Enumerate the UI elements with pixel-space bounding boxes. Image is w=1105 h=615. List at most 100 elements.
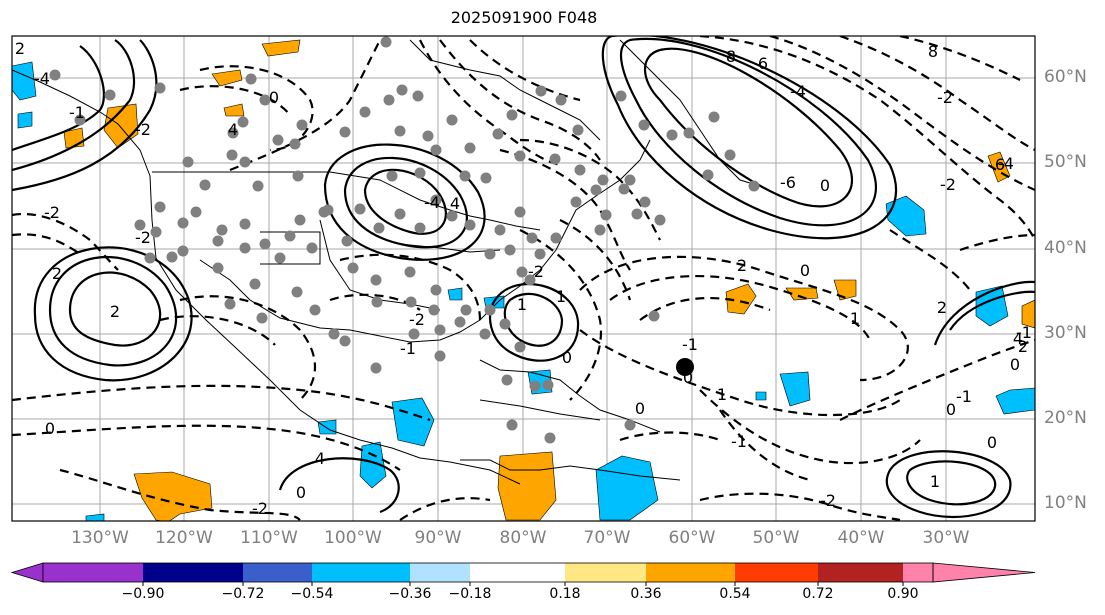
shaded-area — [885, 195, 927, 237]
colorbar-bin — [903, 563, 933, 582]
station-dot — [412, 90, 424, 102]
contour-label: 2 — [937, 298, 947, 317]
coastline — [479, 359, 661, 433]
shaded-area — [995, 387, 1035, 415]
station-dot — [190, 206, 202, 218]
contour-label: 8 — [928, 42, 938, 61]
contour-positive — [949, 290, 1035, 331]
contour-label: -4 — [34, 69, 50, 88]
contour-negative — [439, 39, 601, 161]
contour-label: -1 — [69, 103, 85, 122]
shaded-area — [725, 283, 757, 315]
shaded-area — [497, 451, 557, 521]
longitude-label: 90°W — [414, 528, 462, 548]
contour-label: 2 — [110, 302, 120, 321]
latitude-label: 40°N — [1044, 238, 1087, 258]
station-dot — [654, 214, 666, 226]
contour-negative — [519, 138, 661, 241]
station-dot — [454, 316, 466, 328]
station-dot — [237, 116, 249, 128]
colorbar-tick-label: −0.18 — [448, 586, 492, 602]
contour-positive — [12, 45, 105, 152]
contour-negative — [699, 492, 901, 521]
contour-label: 2 — [52, 264, 62, 283]
contour-negative — [769, 36, 1035, 192]
contour-positive — [363, 168, 447, 235]
contour-label: -1 — [682, 335, 698, 354]
latitude-label: 20°N — [1044, 408, 1087, 428]
contour-label: 4 — [1013, 329, 1023, 348]
contour-negative — [12, 212, 119, 271]
shaded-area — [211, 69, 243, 87]
station-dot — [154, 82, 166, 94]
station-dot — [748, 180, 760, 192]
latitude-label: 30°N — [1044, 323, 1087, 343]
longitude-label: 100°W — [324, 528, 382, 548]
contour-positive — [933, 280, 1035, 346]
station-dot — [49, 69, 61, 81]
contour-positive — [278, 457, 400, 514]
contour-negative — [469, 39, 581, 102]
contour-negative — [899, 36, 1021, 81]
station-dot — [414, 222, 426, 234]
station-dot — [639, 196, 651, 208]
station-dot — [341, 235, 353, 247]
colorbar-tick-label: −0.54 — [290, 586, 334, 602]
contour-negative — [399, 497, 491, 521]
contour-negative — [839, 338, 1035, 421]
station-dot — [150, 226, 162, 238]
contour-label: 0 — [820, 176, 830, 195]
station-dot — [459, 170, 471, 182]
contour-negative — [179, 295, 317, 401]
shaded-area — [785, 287, 819, 301]
station-dot — [386, 170, 398, 182]
shaded-area — [1021, 299, 1035, 329]
station-dot — [328, 328, 340, 340]
station-dot — [239, 156, 251, 168]
colorbar-bin — [143, 563, 243, 582]
contour-label: 2 — [737, 256, 747, 275]
shaded-areas — [12, 39, 1035, 521]
longitude-label: 80°W — [499, 528, 547, 548]
contour-negative — [609, 274, 871, 341]
station-dot — [259, 94, 271, 106]
contour-label: 1 — [930, 472, 940, 491]
station-dot — [294, 214, 306, 226]
station-dot — [249, 278, 261, 290]
station-dot — [224, 298, 236, 310]
contour-label: 4 — [315, 449, 325, 468]
contour-label: 0 — [987, 433, 997, 452]
station-dot — [597, 174, 609, 186]
contour-label: 8 — [726, 47, 736, 66]
colorbar-extend-high — [932, 562, 1036, 583]
longitude-label: 120°W — [155, 528, 213, 548]
shaded-area — [755, 391, 767, 401]
contour-negative — [12, 384, 431, 422]
contour-negative — [699, 36, 1035, 241]
station-dot — [259, 238, 271, 250]
coastline — [619, 39, 761, 187]
station-dot — [289, 138, 301, 150]
contour-negative — [699, 389, 921, 465]
station-dot — [702, 169, 714, 181]
station-dot — [272, 134, 284, 146]
contour-negative — [59, 468, 301, 521]
station-dot — [572, 124, 584, 136]
contour-label: 2 — [15, 39, 25, 58]
colorbar-extend-low — [10, 562, 44, 583]
contour-negative — [12, 424, 401, 471]
shaded-area — [447, 287, 463, 301]
station-dot — [239, 242, 251, 254]
colorbar — [10, 562, 1036, 586]
contour-label: -1 — [956, 387, 972, 406]
shaded-area — [85, 513, 105, 521]
colorbar-bin — [410, 563, 470, 582]
station-dot — [154, 201, 166, 213]
contour-positive — [488, 283, 580, 362]
station-dot — [544, 432, 556, 444]
station-dot — [428, 304, 440, 316]
station-dot — [434, 324, 446, 336]
station-dot — [724, 149, 736, 161]
station-dot — [182, 156, 194, 168]
